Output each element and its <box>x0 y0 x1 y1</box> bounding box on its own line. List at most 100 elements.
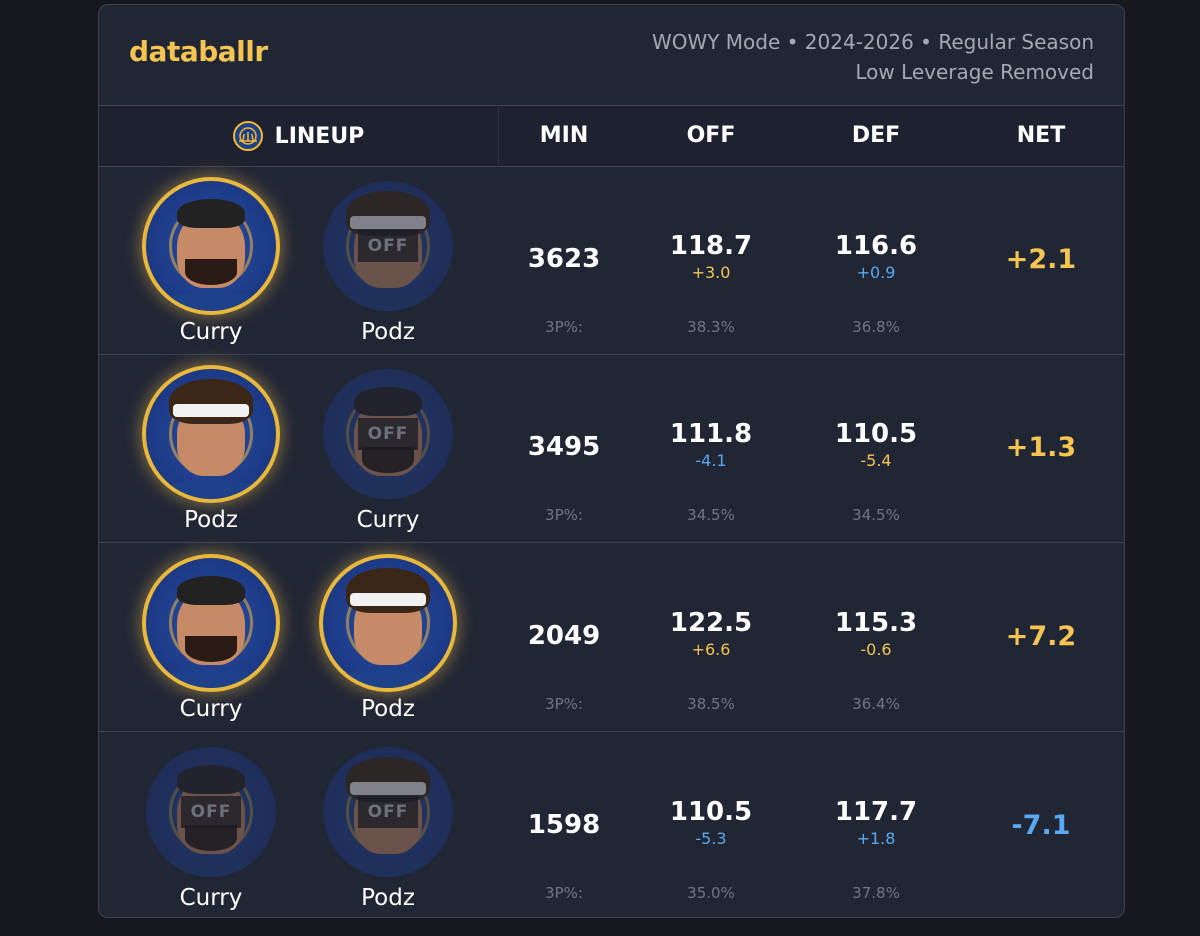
minutes-value: 3623 <box>484 244 644 274</box>
player-0[interactable]: Curry <box>141 554 281 722</box>
threept-label: 3P%: <box>545 318 583 336</box>
jersey-shape <box>159 669 263 688</box>
off-court-badge: OFF <box>181 796 241 829</box>
table-header: LINEUP MIN OFF DEF NET <box>99 105 1124 167</box>
beard-shape <box>185 259 237 285</box>
player-avatar: OFF <box>323 181 453 311</box>
def-threept-value: 34.5% <box>852 506 900 524</box>
minutes-number: 3495 <box>527 432 601 462</box>
minutes-number: 1598 <box>527 810 601 840</box>
off-rating-value: 111.8 <box>669 419 753 449</box>
player-name: Podz <box>361 885 415 911</box>
threept-label: 3P%: <box>545 506 583 524</box>
def-rating-delta: +0.9 <box>856 263 896 282</box>
offense-rating: 122.5 +6.6 <box>631 608 791 659</box>
minutes-number: 2049 <box>527 621 601 651</box>
player-name: Curry <box>179 885 243 911</box>
def-threept-value: 36.8% <box>852 318 900 336</box>
off-rating-delta: -4.1 <box>695 451 727 470</box>
lineup-row[interactable]: Curry Podz 2049 122.5 +6.6 115.3 -0.6 +7.2 3P%: 3… <box>99 544 1124 732</box>
team-logo-backdrop <box>346 204 430 288</box>
def-rating-value: 116.6 <box>834 231 918 261</box>
player-1[interactable]: OFF Podz <box>318 747 458 911</box>
filter-line-1: WOWY Mode • 2024-2026 • Regular Season <box>651 30 1094 54</box>
player-name: Curry <box>179 319 243 345</box>
net-rating: +7.2 <box>961 621 1121 652</box>
jersey-shape <box>159 292 263 311</box>
filter-summary: WOWY Mode • 2024-2026 • Regular Season L… <box>652 27 1094 87</box>
minutes-value: 2049 <box>484 621 644 651</box>
def-rating-delta: -5.4 <box>860 451 892 470</box>
headband-shape <box>350 216 426 230</box>
top-bar: databallr WOWY Mode • 2024-2026 • Regula… <box>99 5 1124 105</box>
defense-rating: 115.3 -0.6 <box>796 608 956 659</box>
hair-shape <box>177 765 245 794</box>
face-shape <box>354 212 422 288</box>
player-0[interactable]: OFF Curry <box>141 747 281 911</box>
off-rating-value: 118.7 <box>669 231 753 261</box>
off-rating-delta: +6.6 <box>691 640 731 659</box>
lineup-row[interactable]: Podz OFF Curry 3495 111.8 -4.1 110.5 -5.4 +1.3 3P… <box>99 355 1124 543</box>
face-shape <box>354 400 422 476</box>
player-1[interactable]: OFF Curry <box>318 369 458 533</box>
jersey-shape <box>336 480 440 499</box>
player-avatar <box>142 177 280 315</box>
def-rating-value: 115.3 <box>834 608 918 638</box>
min-column-header[interactable]: MIN <box>539 123 589 148</box>
player-1[interactable]: OFF Podz <box>318 181 458 345</box>
off-threept-value: 34.5% <box>687 506 735 524</box>
wowy-card: databallr WOWY Mode • 2024-2026 • Regula… <box>98 4 1125 918</box>
lineup-row[interactable]: Curry OFF Podz 3623 118.7 +3.0 116.6 +0.9 +2.1 3P… <box>99 167 1124 355</box>
off-threept-value: 35.0% <box>687 884 735 902</box>
player-avatar: OFF <box>323 747 453 877</box>
threept-label: 3P%: <box>545 884 583 902</box>
hair-shape <box>177 576 245 605</box>
warriors-logo-icon <box>232 121 263 151</box>
team-logo-backdrop <box>346 770 430 854</box>
player-name: Curry <box>179 696 243 722</box>
def-rating-delta: +1.8 <box>856 829 896 848</box>
jersey-shape <box>336 669 440 688</box>
off-rating-value: 110.5 <box>669 797 753 827</box>
face-shape <box>177 778 245 854</box>
databallr-logo[interactable]: databallr <box>129 35 268 68</box>
player-avatar <box>142 554 280 692</box>
beard-shape <box>185 825 237 851</box>
lineup-row[interactable]: OFF Curry OFF Podz 1598 110.5 -5.3 117.7 +1.8 -7.… <box>99 733 1124 917</box>
hair-shape <box>346 191 430 236</box>
off-threept-value: 38.3% <box>687 318 735 336</box>
headband-shape <box>350 593 426 607</box>
minutes-number: 3623 <box>527 244 601 274</box>
headband-shape <box>173 404 249 418</box>
lineup-header-label: LINEUP <box>274 123 365 149</box>
defense-rating: 116.6 +0.9 <box>796 231 956 282</box>
def-rating-value: 110.5 <box>834 419 918 449</box>
team-logo-backdrop <box>346 392 430 476</box>
hair-shape <box>354 387 422 416</box>
net-column-header[interactable]: NET <box>1016 123 1066 148</box>
off-rating-value: 122.5 <box>669 608 753 638</box>
jersey-shape <box>159 480 263 499</box>
off-threept-value: 38.5% <box>687 695 735 713</box>
def-threept-value: 37.8% <box>852 884 900 902</box>
lineup-column-header[interactable]: LINEUP <box>99 106 499 166</box>
minutes-value: 1598 <box>484 810 644 840</box>
defense-rating: 117.7 +1.8 <box>796 797 956 848</box>
player-avatar: OFF <box>323 369 453 499</box>
jersey-shape <box>159 858 263 877</box>
off-column-header[interactable]: OFF <box>686 123 736 148</box>
player-1[interactable]: Podz <box>318 554 458 722</box>
player-0[interactable]: Curry <box>141 177 281 345</box>
player-name: Podz <box>361 319 415 345</box>
player-name: Curry <box>356 507 420 533</box>
off-rating-delta: -5.3 <box>695 829 727 848</box>
off-court-badge: OFF <box>358 796 418 829</box>
hair-shape <box>346 757 430 802</box>
def-column-header[interactable]: DEF <box>851 123 901 148</box>
net-rating-value: -7.1 <box>1011 810 1071 841</box>
player-name: Podz <box>361 696 415 722</box>
player-0[interactable]: Podz <box>141 365 281 533</box>
off-court-badge: OFF <box>358 418 418 451</box>
hair-shape <box>177 199 245 228</box>
player-avatar <box>319 554 457 692</box>
